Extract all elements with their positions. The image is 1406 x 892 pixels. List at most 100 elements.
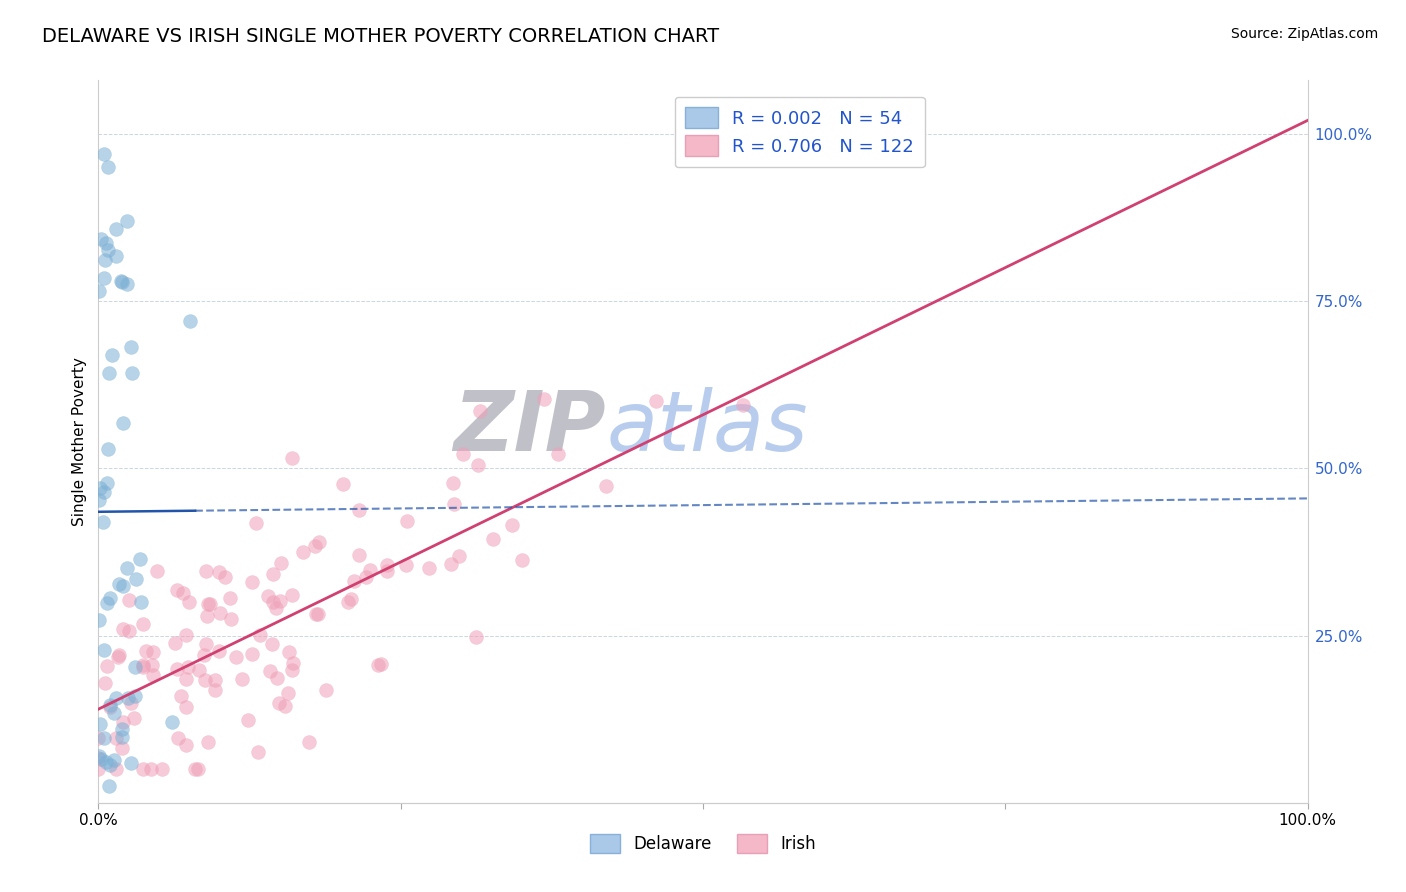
Point bbox=[111, 714, 134, 729]
Point bbox=[139, 762, 162, 776]
Point bbox=[298, 735, 321, 749]
Point bbox=[97, 442, 120, 457]
Point bbox=[482, 532, 505, 546]
Point bbox=[207, 565, 229, 579]
Point bbox=[121, 366, 143, 380]
Point bbox=[214, 570, 236, 584]
Point bbox=[167, 731, 190, 745]
Point bbox=[118, 593, 141, 607]
Point bbox=[96, 596, 118, 610]
Point bbox=[367, 657, 389, 672]
Point bbox=[277, 686, 299, 700]
Point bbox=[262, 595, 284, 609]
Point bbox=[225, 649, 247, 664]
Point bbox=[98, 698, 121, 712]
Point bbox=[266, 671, 288, 685]
Point bbox=[177, 595, 200, 609]
Point bbox=[260, 637, 283, 651]
Point bbox=[308, 535, 330, 549]
Point bbox=[370, 657, 392, 671]
Point bbox=[305, 607, 328, 622]
Point bbox=[97, 367, 120, 381]
Point bbox=[307, 607, 329, 622]
Point bbox=[110, 274, 132, 288]
Point bbox=[141, 657, 163, 672]
Point bbox=[93, 271, 115, 285]
Point bbox=[343, 574, 366, 588]
Point bbox=[118, 624, 141, 638]
Point bbox=[120, 756, 142, 770]
Point bbox=[193, 648, 215, 662]
Point bbox=[93, 484, 115, 499]
Point bbox=[467, 458, 489, 473]
Point bbox=[470, 404, 492, 418]
Point bbox=[132, 616, 155, 631]
Point bbox=[283, 656, 305, 670]
Point bbox=[122, 711, 145, 725]
Point bbox=[441, 475, 464, 490]
Point bbox=[117, 214, 139, 228]
Point bbox=[117, 561, 139, 575]
Point bbox=[110, 730, 132, 744]
Point bbox=[87, 751, 110, 765]
Point bbox=[595, 479, 617, 493]
Point bbox=[142, 668, 165, 682]
Point bbox=[105, 222, 128, 236]
Point bbox=[176, 628, 198, 642]
Point bbox=[103, 706, 125, 720]
Point bbox=[280, 663, 302, 677]
Point bbox=[262, 566, 284, 581]
Point bbox=[266, 600, 288, 615]
Point bbox=[451, 447, 474, 461]
Point bbox=[87, 613, 110, 627]
Point bbox=[304, 539, 326, 553]
Point bbox=[170, 690, 193, 704]
Point bbox=[208, 607, 231, 621]
Point bbox=[464, 630, 486, 644]
Point bbox=[281, 451, 304, 466]
Legend: Delaware, Irish: Delaware, Irish bbox=[583, 827, 823, 860]
Point bbox=[245, 516, 267, 530]
Point bbox=[204, 683, 226, 698]
Point bbox=[332, 477, 354, 491]
Point bbox=[104, 762, 127, 776]
Point bbox=[359, 563, 381, 577]
Point bbox=[124, 689, 146, 703]
Point bbox=[249, 628, 271, 642]
Point bbox=[91, 516, 114, 530]
Point bbox=[179, 314, 201, 328]
Point bbox=[111, 276, 134, 290]
Point bbox=[108, 648, 131, 662]
Point bbox=[87, 731, 110, 746]
Point bbox=[208, 643, 231, 657]
Point bbox=[200, 597, 222, 611]
Point bbox=[87, 762, 110, 776]
Point bbox=[94, 253, 117, 268]
Point bbox=[510, 552, 533, 566]
Point bbox=[315, 683, 337, 698]
Point bbox=[141, 645, 163, 659]
Point bbox=[197, 734, 219, 748]
Text: DELAWARE VS IRISH SINGLE MOTHER POVERTY CORRELATION CHART: DELAWARE VS IRISH SINGLE MOTHER POVERTY … bbox=[42, 27, 720, 45]
Point bbox=[240, 647, 263, 661]
Point bbox=[165, 636, 187, 650]
Point bbox=[395, 558, 418, 572]
Point bbox=[89, 716, 111, 731]
Point bbox=[184, 762, 207, 776]
Point bbox=[166, 583, 188, 598]
Point bbox=[124, 660, 146, 674]
Point bbox=[101, 349, 124, 363]
Point bbox=[291, 545, 314, 559]
Point bbox=[120, 696, 142, 710]
Point bbox=[96, 475, 118, 490]
Point bbox=[195, 637, 218, 651]
Point bbox=[501, 518, 523, 533]
Point bbox=[87, 748, 110, 763]
Point bbox=[259, 665, 281, 679]
Point bbox=[418, 561, 440, 575]
Point bbox=[93, 643, 115, 657]
Point bbox=[195, 609, 218, 624]
Point bbox=[187, 762, 209, 776]
Point bbox=[135, 644, 157, 658]
Point bbox=[107, 650, 129, 665]
